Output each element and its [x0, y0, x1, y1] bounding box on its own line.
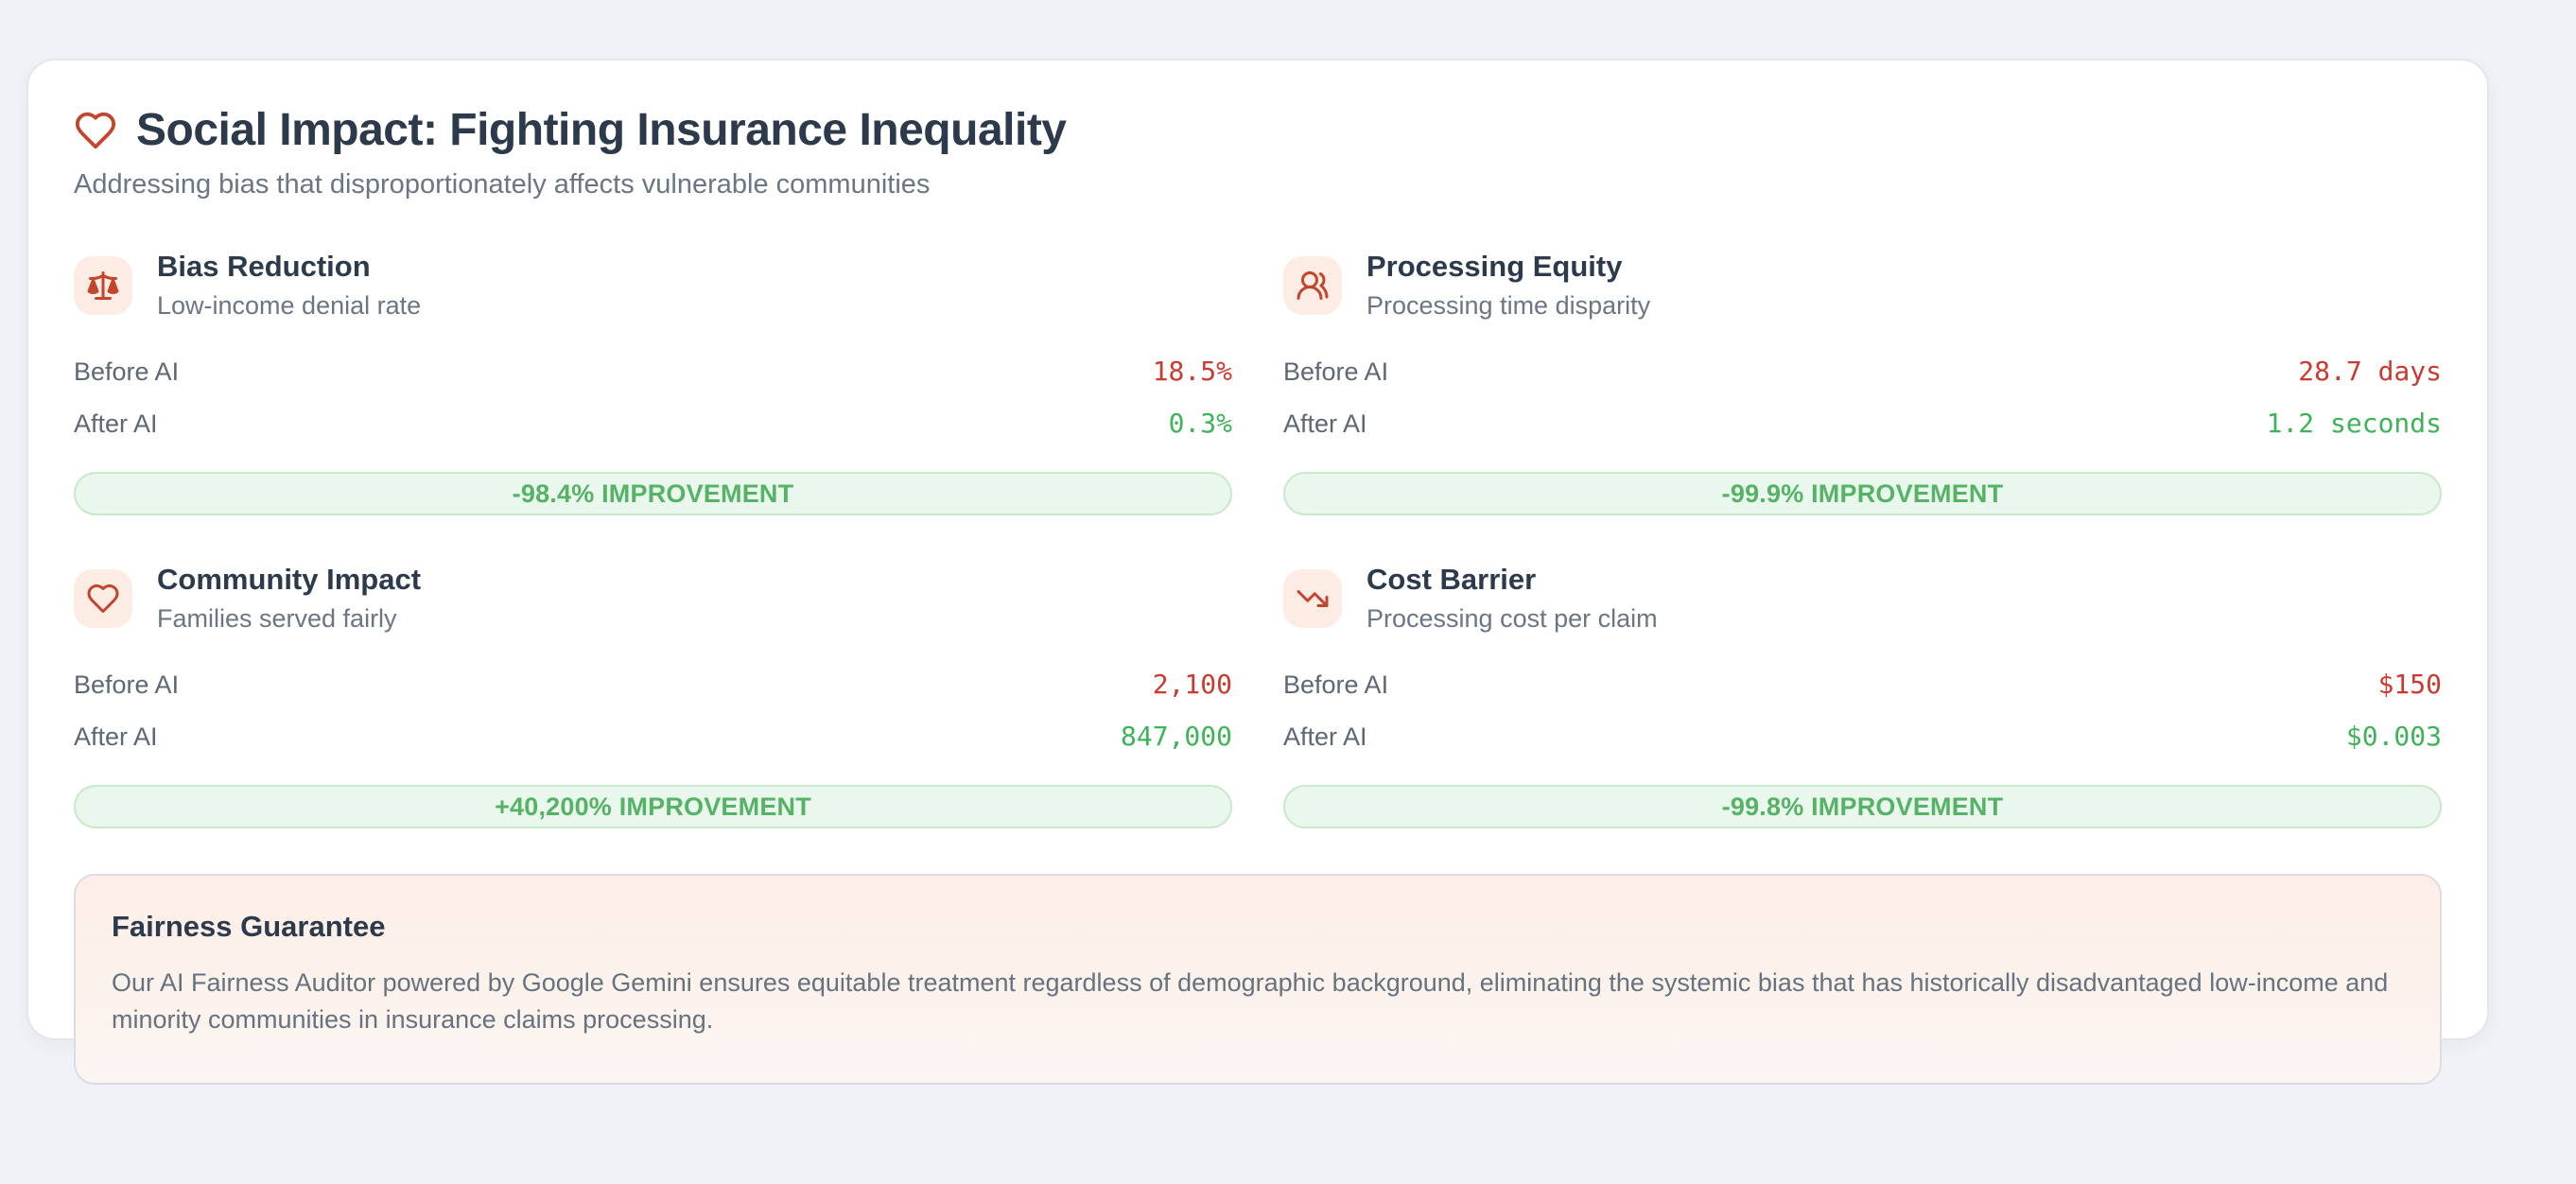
after-ai-row: After AI $0.003: [1283, 710, 2442, 762]
improvement-badge: -99.9% IMPROVEMENT: [1283, 472, 2442, 515]
metric-card-processing-equity: Processing Equity Processing time dispar…: [1283, 250, 2442, 515]
after-ai-value: 0.3%: [1168, 408, 1232, 439]
metric-title: Community Impact: [157, 563, 422, 596]
metric-rows: Before AI 2,100 After AI 847,000: [74, 658, 1232, 762]
before-ai-row: Before AI 2,100: [74, 658, 1232, 710]
balance-scale-icon: [74, 255, 132, 315]
after-ai-label: After AI: [1283, 409, 1367, 438]
metric-titles: Cost Barrier Processing cost per claim: [1366, 563, 1658, 634]
metric-subtitle: Families served fairly: [157, 604, 397, 633]
metric-subtitle: Low-income denial rate: [157, 291, 422, 320]
before-ai-value: 28.7 days: [2298, 356, 2442, 387]
before-ai-row: Before AI 18.5%: [74, 345, 1232, 397]
metric-subtitle: Processing cost per claim: [1366, 604, 1658, 633]
improvement-badge: -99.8% IMPROVEMENT: [1283, 785, 2442, 828]
metric-header: Processing Equity Processing time dispar…: [1283, 250, 2442, 321]
metric-rows: Before AI $150 After AI $0.003: [1283, 658, 2442, 762]
metrics-grid: Bias Reduction Low-income denial rate Be…: [74, 250, 2442, 828]
metric-titles: Processing Equity Processing time dispar…: [1366, 250, 1650, 321]
before-ai-label: Before AI: [74, 357, 180, 386]
after-ai-label: After AI: [1283, 723, 1367, 751]
social-impact-card: Social Impact: Fighting Insurance Inequa…: [26, 59, 2489, 1085]
metric-title: Processing Equity: [1366, 250, 1623, 283]
trending-down-icon: [1283, 568, 1342, 628]
metric-card-cost-barrier: Cost Barrier Processing cost per claim B…: [1283, 563, 2442, 828]
after-ai-value: $0.003: [2345, 721, 2442, 752]
after-ai-row: After AI 1.2 seconds: [1283, 397, 2442, 449]
heart-icon: [74, 568, 132, 628]
metric-card-bias-reduction: Bias Reduction Low-income denial rate Be…: [74, 250, 1232, 515]
metric-titles: Bias Reduction Low-income denial rate: [157, 250, 421, 321]
metric-card-community-impact: Community Impact Families served fairly …: [74, 563, 1232, 828]
after-ai-value: 1.2 seconds: [2266, 408, 2442, 439]
before-ai-row: Before AI 28.7 days: [1283, 345, 2442, 397]
after-ai-value: 847,000: [1120, 721, 1232, 752]
metric-title: Cost Barrier: [1366, 563, 1537, 596]
improvement-badge: -98.4% IMPROVEMENT: [74, 472, 1232, 515]
metric-header: Cost Barrier Processing cost per claim: [1283, 563, 2442, 634]
metric-title: Bias Reduction: [157, 250, 371, 283]
fairness-guarantee-callout: Fairness Guarantee Our AI Fairness Audit…: [74, 874, 2442, 1085]
fairness-body: Our AI Fairness Auditor powered by Googl…: [112, 968, 2389, 1035]
improvement-badge: +40,200% IMPROVEMENT: [74, 785, 1232, 828]
fairness-title: Fairness Guarantee: [112, 910, 386, 943]
before-ai-label: Before AI: [1283, 357, 1389, 386]
metric-rows: Before AI 18.5% After AI 0.3%: [74, 345, 1232, 449]
metric-titles: Community Impact Families served fairly: [157, 563, 421, 634]
card-header: Social Impact: Fighting Insurance Inequa…: [74, 104, 2442, 156]
before-ai-value: 18.5%: [1152, 356, 1232, 387]
before-ai-label: Before AI: [1283, 670, 1389, 699]
users-icon: [1283, 255, 1342, 315]
after-ai-label: After AI: [74, 723, 158, 751]
metric-header: Community Impact Families served fairly: [74, 563, 1232, 634]
before-ai-row: Before AI $150: [1283, 658, 2442, 710]
after-ai-label: After AI: [74, 409, 158, 438]
after-ai-row: After AI 847,000: [74, 710, 1232, 762]
before-ai-value: $150: [2377, 669, 2442, 700]
page-title: Social Impact: Fighting Insurance Inequa…: [136, 105, 1067, 155]
before-ai-value: 2,100: [1152, 669, 1232, 700]
before-ai-label: Before AI: [74, 670, 180, 699]
metric-header: Bias Reduction Low-income denial rate: [74, 250, 1232, 321]
after-ai-row: After AI 0.3%: [74, 397, 1232, 449]
heart-icon: [75, 112, 116, 148]
metric-subtitle: Processing time disparity: [1366, 291, 1651, 320]
page-subtitle: Addressing bias that disproportionately …: [74, 169, 931, 200]
metric-rows: Before AI 28.7 days After AI 1.2 seconds: [1283, 345, 2442, 449]
